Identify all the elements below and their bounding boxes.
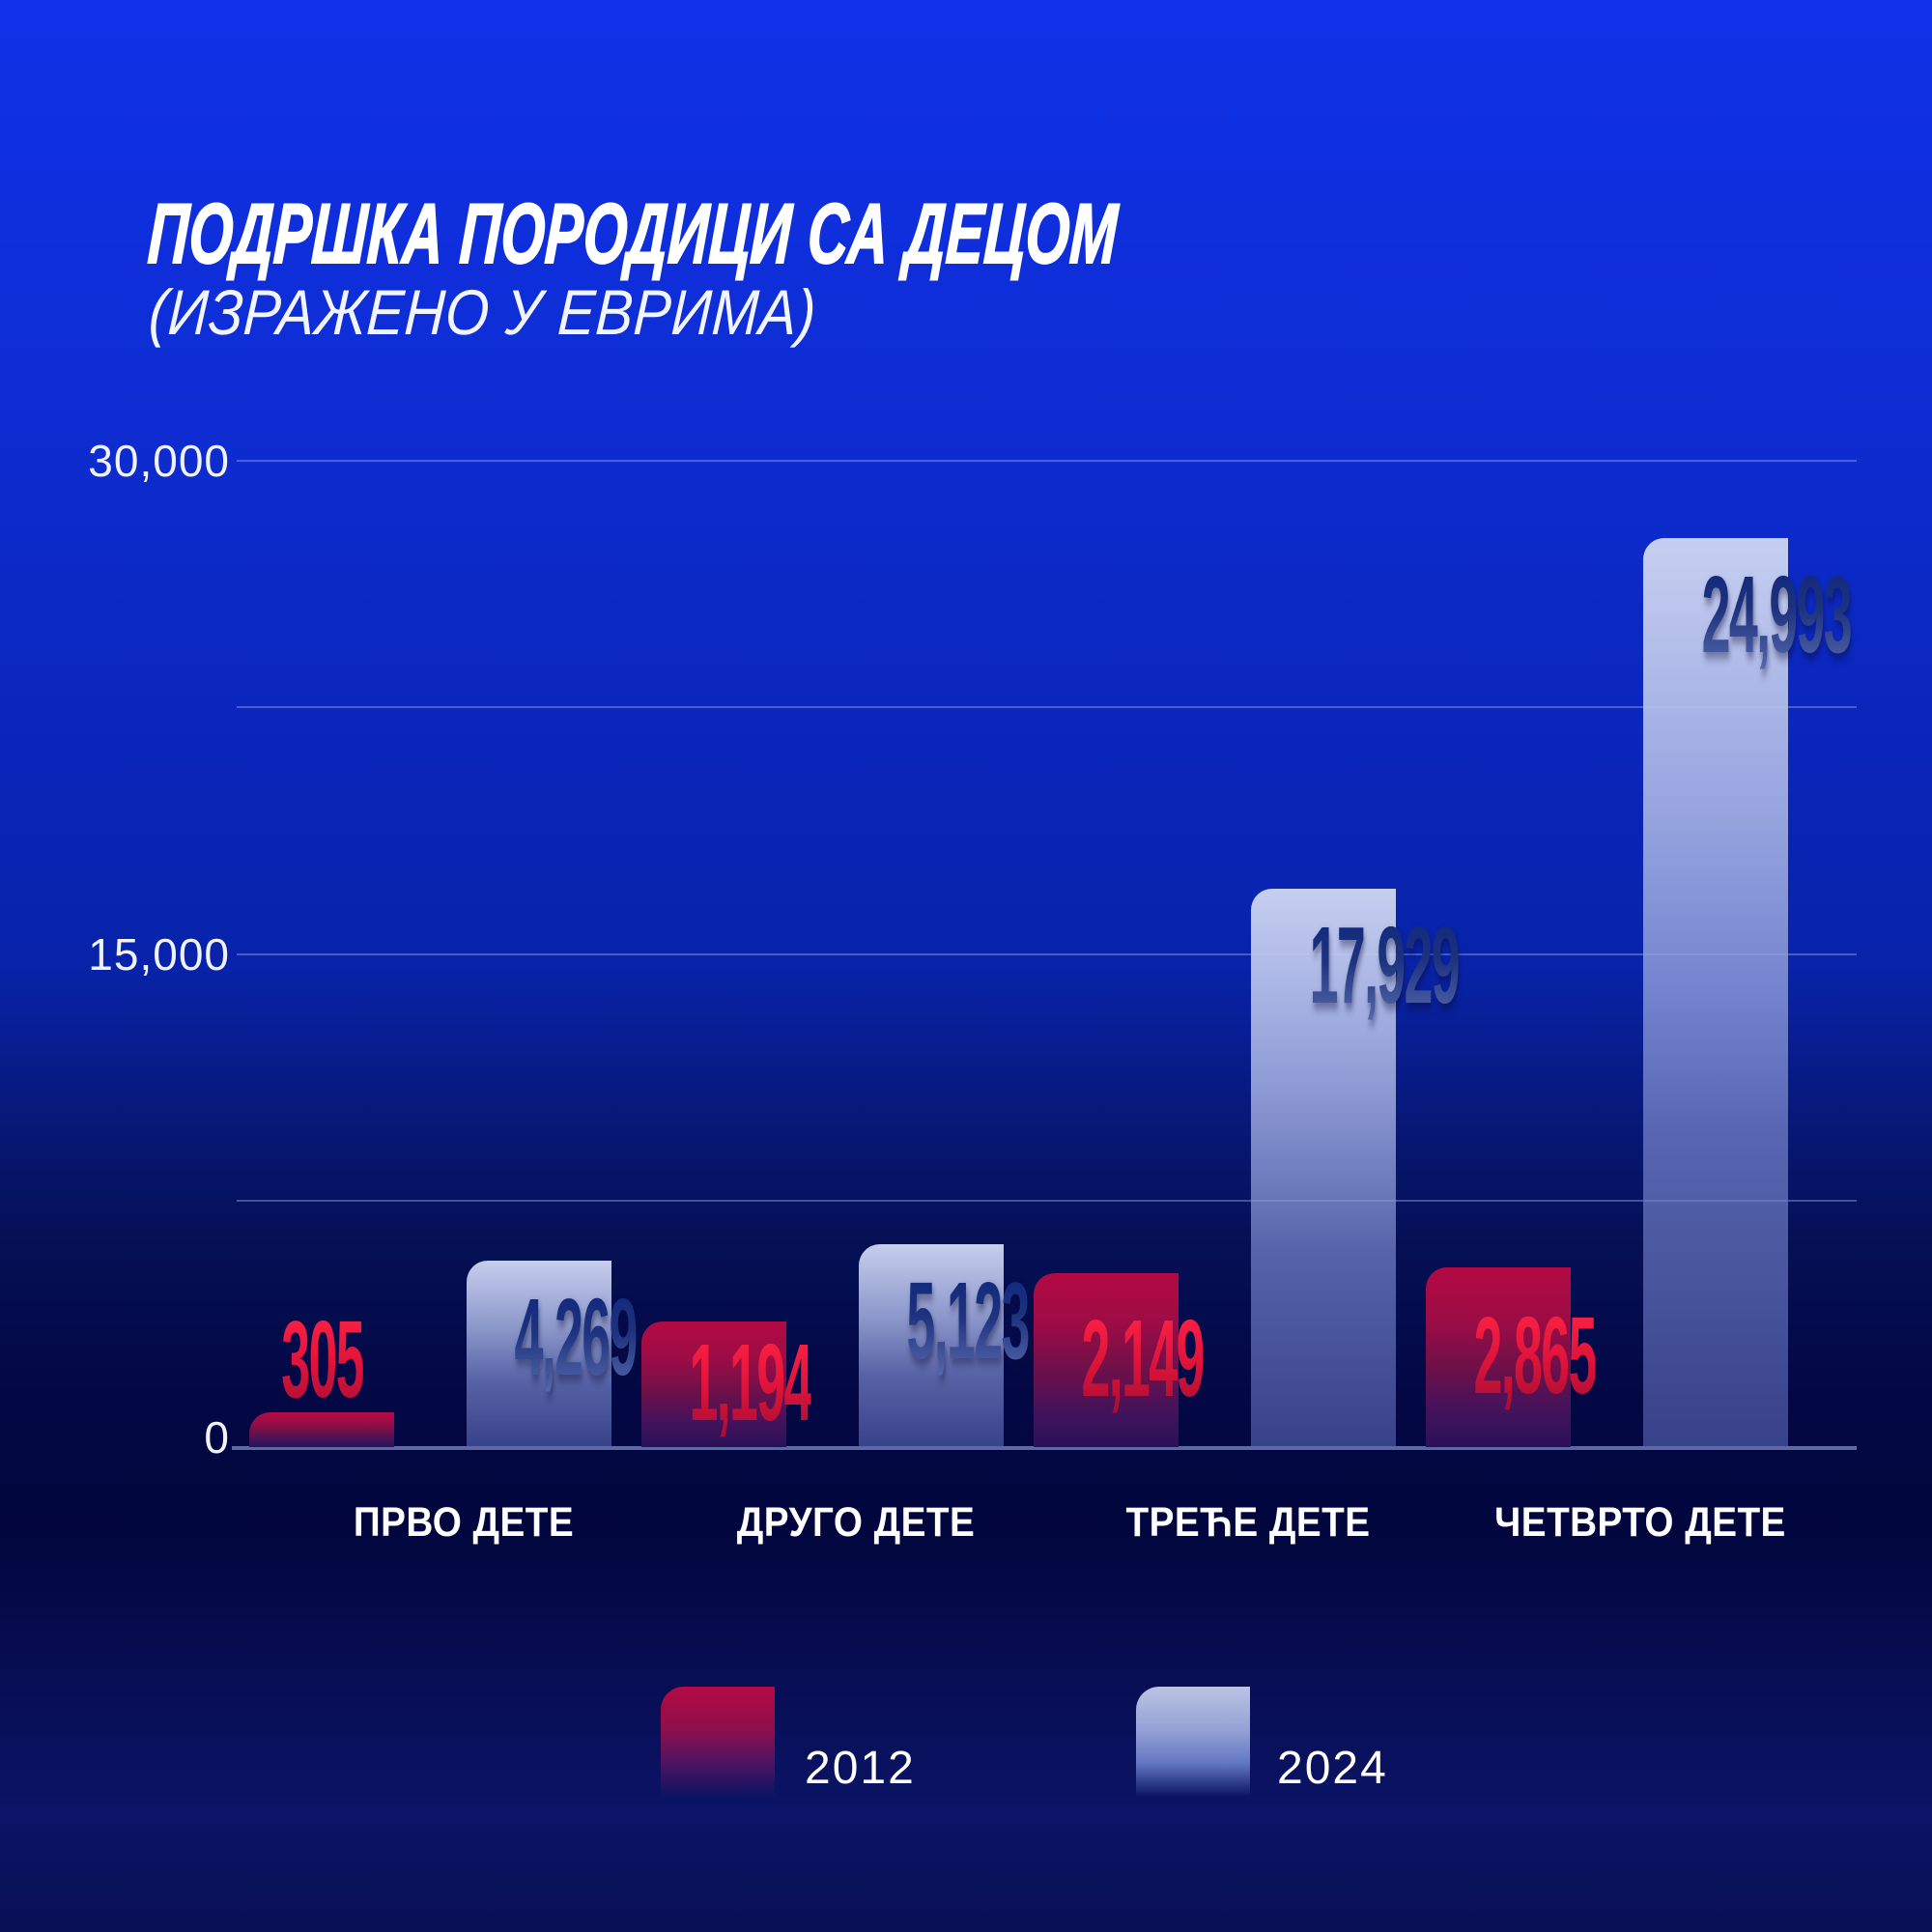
gridline-15000 bbox=[237, 952, 1857, 955]
legend-label-2024: 2024 bbox=[1277, 1743, 1388, 1794]
bar-2024-group4 bbox=[1643, 538, 1788, 1447]
value-text: 24,993 bbox=[1701, 554, 1853, 676]
x-axis-baseline bbox=[232, 1446, 1857, 1450]
y-axis-label-30000: 30,000 bbox=[88, 436, 230, 486]
category-label-group2: ДРУГО ДЕТЕ bbox=[736, 1499, 976, 1546]
gridline-30000 bbox=[237, 460, 1857, 462]
value-text: 17,929 bbox=[1309, 904, 1461, 1027]
value-text: 4,269 bbox=[514, 1276, 639, 1399]
y-axis-label-0: 0 bbox=[204, 1412, 230, 1463]
value-text: 2,865 bbox=[1473, 1294, 1598, 1417]
page-subtitle: (ИЗРАЖЕНО У ЕВРИМА) bbox=[147, 276, 818, 348]
bar-2024-group1 bbox=[467, 1261, 611, 1447]
bar-2012-group3 bbox=[1034, 1273, 1179, 1447]
gridline-7500 bbox=[237, 1199, 1857, 1202]
page-title: ПОДРШКА ПОРОДИЦИ СА ДЕЦОМ bbox=[145, 185, 1121, 282]
legend-swatch-2012 bbox=[661, 1687, 775, 1797]
value-text: 5,123 bbox=[906, 1260, 1031, 1382]
value-label-2012-group2: 1,194 bbox=[641, 1328, 813, 1437]
value-text: 305 bbox=[281, 1298, 364, 1421]
bar-2012-group2 bbox=[641, 1321, 786, 1447]
value-label-2024-group4: 24,993 bbox=[1643, 560, 1853, 669]
value-text: 1,194 bbox=[689, 1321, 813, 1444]
bar-2012-group4 bbox=[1426, 1267, 1571, 1447]
legend-swatch-2024 bbox=[1136, 1687, 1250, 1797]
value-label-2012-group1: 305 bbox=[249, 1305, 394, 1414]
value-label-2024-group2: 5,123 bbox=[859, 1266, 1031, 1376]
value-label-2024-group3: 17,929 bbox=[1251, 911, 1461, 1020]
value-label-2012-group4: 2,865 bbox=[1426, 1301, 1598, 1410]
legend-label-2012: 2012 bbox=[805, 1743, 916, 1794]
category-label-group3: ТРЕЋЕ ДЕТЕ bbox=[1125, 1499, 1371, 1546]
bar-2012-group1 bbox=[249, 1412, 394, 1447]
category-label-group4: ЧЕТВРТО ДЕТЕ bbox=[1494, 1499, 1786, 1546]
value-text: 2,149 bbox=[1081, 1297, 1206, 1420]
bar-2024-group3 bbox=[1251, 889, 1396, 1447]
value-label-2012-group3: 2,149 bbox=[1034, 1304, 1206, 1413]
value-label-2024-group1: 4,269 bbox=[467, 1283, 639, 1392]
gridline-22500 bbox=[237, 706, 1857, 709]
bar-2024-group2 bbox=[859, 1244, 1004, 1447]
y-axis-label-15000: 15,000 bbox=[88, 929, 230, 980]
category-label-group1: ПРВО ДЕТЕ bbox=[353, 1499, 575, 1546]
